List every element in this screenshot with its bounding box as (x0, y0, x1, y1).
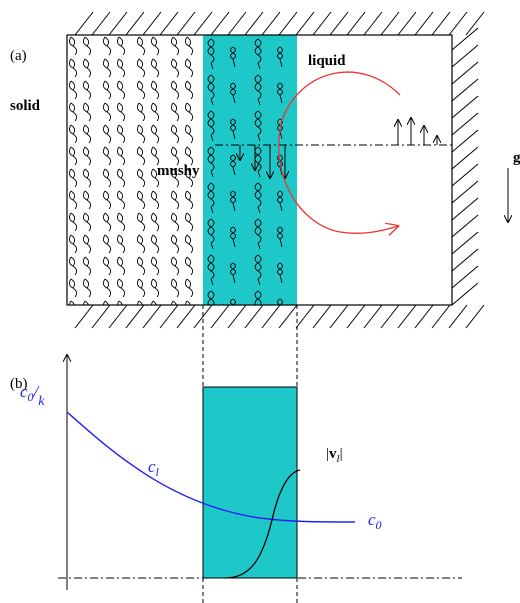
hatch-line (431, 11, 451, 36)
hatch-line (159, 11, 179, 36)
hatch-line (448, 304, 468, 329)
hatch-line (210, 11, 230, 36)
cl-label: cl (148, 457, 160, 479)
velocity-curve (224, 469, 301, 579)
hatch-line (278, 11, 298, 36)
hatch-line (193, 304, 213, 329)
hatch-line (261, 11, 281, 36)
hatch-line (346, 11, 366, 36)
hatch-line (380, 304, 400, 329)
mushy-dendrites (203, 35, 297, 305)
mushy-label: mushy (157, 163, 200, 179)
hatch-line (431, 304, 451, 329)
hatch-line (91, 11, 111, 36)
hatch-line (74, 11, 94, 36)
hatch-line (451, 27, 479, 51)
hatch-line (193, 11, 213, 36)
gravity-label: g (513, 150, 520, 166)
hatch-line (397, 304, 417, 329)
hatch-line (176, 304, 196, 329)
hatch-line (159, 304, 179, 329)
hatch-line (465, 11, 485, 36)
hatch-line (451, 197, 479, 221)
domain-box (66, 34, 453, 306)
hatch-line (261, 304, 281, 329)
hatch-line (329, 304, 349, 329)
hatch-line (414, 11, 434, 36)
hatch-line (448, 11, 468, 36)
hatch-line (295, 304, 315, 329)
hatch-line (244, 11, 264, 36)
hatch-line (227, 11, 247, 36)
panel-label: (b) (10, 376, 28, 392)
hatch-line (451, 231, 479, 255)
hatch-line (108, 304, 128, 329)
hatch-line (312, 304, 332, 329)
hatch-line (451, 163, 479, 187)
hatch-line (451, 180, 479, 204)
hatch-line (465, 304, 485, 329)
hatch-line (451, 146, 479, 170)
hatch-line (125, 304, 145, 329)
hatch-line (278, 304, 298, 329)
hatch-line (142, 11, 162, 36)
hatch-line (451, 95, 479, 119)
hatch-line (312, 11, 332, 36)
hatch-line (176, 11, 196, 36)
hatch-line (451, 112, 479, 136)
hatch-line (346, 304, 366, 329)
velocity-arrows (240, 118, 437, 178)
hatch-line (142, 304, 162, 329)
hatch-line (125, 11, 145, 36)
hatch-line (210, 304, 230, 329)
hatch-line (451, 44, 479, 68)
hatch-line (363, 11, 383, 36)
hatch-line (91, 304, 111, 329)
concentration-curve (66, 411, 356, 523)
vl-label: |vl| (326, 446, 343, 465)
hatch-line (108, 11, 128, 36)
convection-loop (278, 71, 400, 233)
hatch-line (451, 248, 479, 272)
hatch-line (329, 11, 349, 36)
hatch-line (451, 265, 479, 289)
liquid-label: liquid (308, 53, 346, 69)
solid-label: solid (10, 98, 41, 114)
hatch-line (74, 304, 94, 329)
mushy-zone (202, 386, 298, 579)
hatch-line (414, 304, 434, 329)
solid-region (67, 35, 203, 305)
hatch-line (451, 214, 479, 238)
hatch-line (244, 304, 264, 329)
c0k-label: c0/k (20, 382, 45, 409)
hatch-line (451, 78, 479, 102)
hatch-line (363, 304, 383, 329)
hatch-line (295, 11, 315, 36)
wall-hatching (74, 11, 485, 329)
hatch-line (380, 11, 400, 36)
hatch-line (227, 304, 247, 329)
panel-label: (a) (10, 48, 27, 64)
c0-label: c0 (368, 510, 382, 532)
hatch-line (451, 282, 479, 306)
hatch-line (397, 11, 417, 36)
hatch-line (451, 61, 479, 85)
hatch-line (451, 129, 479, 153)
